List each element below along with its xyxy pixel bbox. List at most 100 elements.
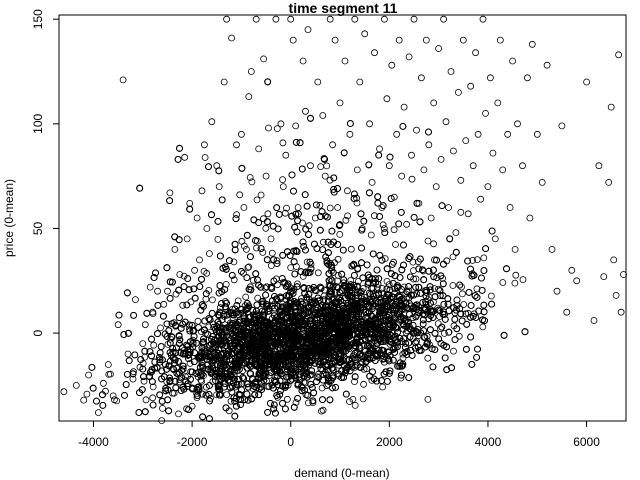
data-point [519,276,527,284]
data-point [460,301,468,308]
data-point [239,269,247,277]
data-point [351,401,359,409]
data-point [323,382,331,390]
data-point [216,304,224,312]
data-point [200,267,208,275]
data-point [149,383,157,391]
data-point [379,221,387,229]
data-point [222,280,230,288]
data-point [230,276,238,284]
data-point [243,352,250,360]
data-point [160,300,168,308]
data-point [188,402,196,410]
data-point [423,332,431,340]
data-point [249,276,257,284]
data-point [449,282,457,289]
data-point [142,396,150,404]
data-point [267,262,275,270]
data-point [157,324,164,332]
data-point [315,374,323,382]
data-point [236,191,244,199]
data-point [246,174,254,181]
data-point [214,235,222,243]
data-point [379,383,387,391]
data-point [455,332,463,340]
data-point [213,391,221,399]
data-point [254,294,262,302]
data-point [221,297,229,305]
data-point [181,373,189,381]
data-point [354,277,362,285]
data-point [450,347,457,355]
data-point [351,378,358,386]
data-point [499,279,507,286]
data-point [326,204,334,212]
data-point [433,274,441,282]
data-point [457,208,465,216]
data-point [197,372,205,380]
data-point [469,256,477,264]
data-point [381,255,389,263]
data-point [434,320,442,328]
data-point [201,154,209,161]
data-point [242,293,250,301]
data-point [512,271,520,279]
data-point [426,341,434,349]
data-point [367,231,375,239]
data-point [424,354,432,362]
data-point [279,139,287,147]
data-point [409,258,417,266]
data-point [273,257,281,265]
data-point [293,280,301,288]
data-point [253,244,260,252]
data-point [208,296,216,304]
data-point [283,204,290,212]
data-point [458,290,466,298]
data-point [314,269,322,277]
data-point [346,398,353,406]
data-point [304,399,312,407]
data-point [83,390,91,398]
data-point [305,222,313,230]
data-point [408,175,416,183]
data-point [140,377,148,385]
data-point [287,264,295,272]
data-point [356,351,364,359]
data-point [340,279,348,287]
data-point [149,394,157,402]
data-point [320,154,328,162]
data-point [283,395,291,403]
data-point [487,292,495,300]
data-point [390,226,398,234]
data-point [316,201,324,209]
data-point [264,210,272,218]
data-point [424,395,432,403]
data-point [194,317,202,325]
data-point [397,374,405,382]
data-point [113,397,121,405]
data-point [383,277,391,285]
data-point [239,324,247,332]
data-point [443,257,451,265]
data-point [107,370,114,378]
data-point [206,394,214,402]
data-point [431,256,438,264]
data-point [233,211,241,219]
data-point [344,212,352,220]
data-point [248,178,256,186]
data-point [403,327,411,335]
data-point [368,376,376,384]
data-point [334,255,342,263]
data-point [319,238,327,246]
data-point [317,407,325,415]
data-point [468,270,476,278]
data-point [449,253,457,261]
data-point [220,363,228,371]
data-point [380,225,388,233]
data-point [303,258,311,266]
data-point [273,125,281,133]
data-point [175,410,182,418]
data-point [323,162,331,170]
data-point [230,258,238,266]
